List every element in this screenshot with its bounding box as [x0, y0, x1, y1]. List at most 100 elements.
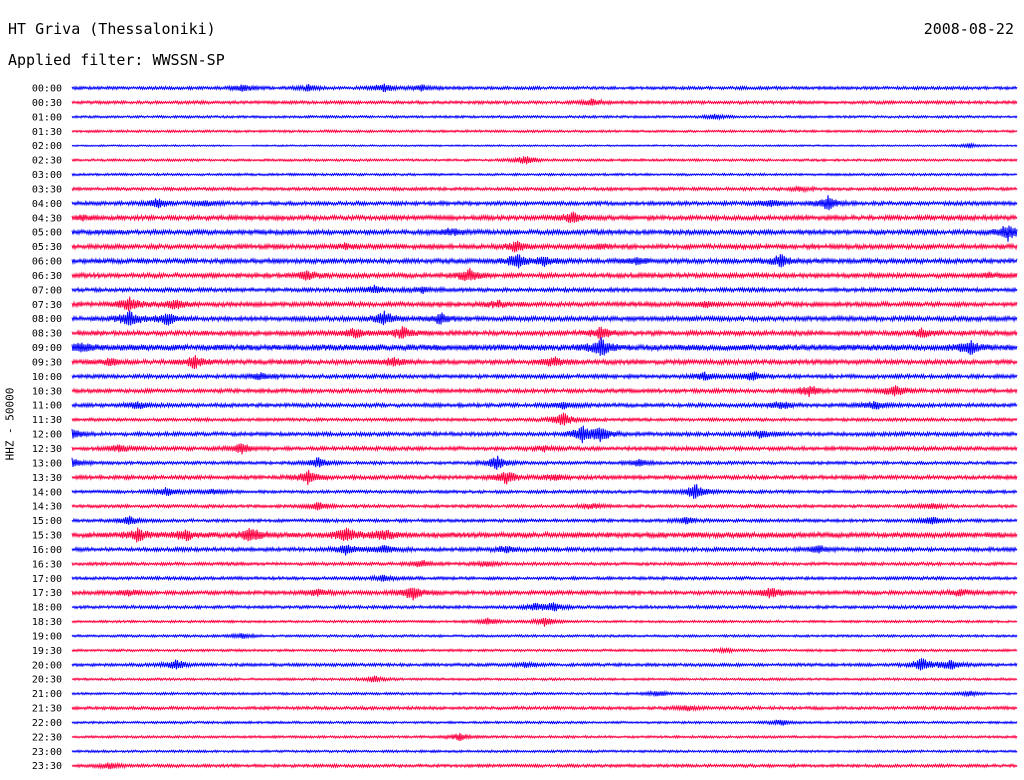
trace-2230 [71, 733, 1018, 741]
time-label-2230: 22:30 [32, 732, 62, 743]
trace-1930 [71, 646, 1018, 655]
time-label-1800: 18:00 [32, 603, 62, 614]
trace-1600 [71, 544, 1018, 556]
time-label-0130: 01:30 [32, 127, 62, 138]
time-label-0330: 03:30 [32, 184, 62, 195]
trace-1730 [71, 587, 1018, 601]
time-label-2200: 22:00 [32, 718, 62, 729]
trace-1500 [71, 515, 1018, 525]
trace-0930 [71, 355, 1018, 370]
time-label-0630: 06:30 [32, 271, 62, 282]
trace-0530 [71, 240, 1018, 253]
time-label-1530: 15:30 [32, 531, 62, 542]
time-label-1330: 13:30 [32, 473, 62, 484]
trace-2000 [71, 658, 1018, 671]
time-label-2300: 23:00 [32, 747, 62, 758]
time-label-0000: 00:00 [32, 84, 62, 95]
trace-1900 [71, 632, 1018, 640]
trace-0800 [71, 310, 1018, 326]
trace-2200 [71, 719, 1018, 727]
time-label-0830: 08:30 [32, 329, 62, 340]
time-label-0300: 03:00 [32, 170, 62, 181]
recording-date: 2008-08-22 [923, 20, 1014, 38]
time-label-1130: 11:30 [32, 415, 62, 426]
time-label-1730: 17:30 [32, 588, 62, 599]
time-label-0230: 02:30 [32, 156, 62, 167]
time-label-1830: 18:30 [32, 617, 62, 628]
time-label-0730: 07:30 [32, 300, 62, 311]
trace-0230 [71, 156, 1018, 165]
trace-group [71, 83, 1018, 770]
time-label-0530: 05:30 [32, 242, 62, 253]
time-label-0400: 04:00 [32, 199, 62, 210]
time-label-0800: 08:00 [32, 314, 62, 325]
trace-1830 [71, 617, 1018, 627]
time-label-2100: 21:00 [32, 689, 62, 700]
trace-0830 [71, 326, 1018, 340]
trace-0600 [71, 254, 1018, 269]
time-label-1300: 13:00 [32, 458, 62, 469]
trace-0430 [71, 211, 1018, 224]
filter-label: Applied filter: WWSSN-SP [8, 51, 225, 69]
time-label-1200: 12:00 [32, 430, 62, 441]
time-label-2000: 20:00 [32, 660, 62, 671]
trace-1000 [71, 371, 1018, 381]
time-tick-labels: 00:00 00:30 01:00 01:30 02:00 02:30 03:00 03:30… [32, 84, 62, 773]
time-label-1500: 15:00 [32, 516, 62, 527]
time-label-2030: 20:30 [32, 675, 62, 686]
trace-0130 [71, 128, 1018, 134]
time-label-0900: 09:00 [32, 343, 62, 354]
time-label-0700: 07:00 [32, 285, 62, 296]
trace-1100 [71, 401, 1018, 410]
trace-1200 [71, 425, 1018, 444]
trace-0100 [71, 113, 1018, 121]
trace-1700 [71, 574, 1018, 583]
time-label-1700: 17:00 [32, 574, 62, 585]
time-label-1100: 11:00 [32, 401, 62, 412]
trace-2330 [71, 761, 1018, 770]
time-label-2130: 21:30 [32, 704, 62, 715]
station-title: HT Griva (Thessaloniki) [8, 20, 216, 38]
time-label-1430: 14:30 [32, 502, 62, 513]
time-label-0100: 01:00 [32, 112, 62, 123]
trace-2100 [71, 689, 1018, 698]
trace-0900 [71, 337, 1018, 356]
trace-2300 [71, 748, 1018, 754]
time-label-2330: 23:30 [32, 761, 62, 772]
trace-0700 [71, 284, 1018, 294]
time-label-0200: 02:00 [32, 141, 62, 152]
trace-1300 [71, 455, 1018, 470]
trace-0730 [71, 296, 1018, 312]
time-label-1400: 14:00 [32, 487, 62, 498]
trace-1400 [71, 484, 1018, 499]
trace-1630 [71, 559, 1018, 568]
trace-2030 [71, 675, 1018, 683]
trace-0630 [71, 267, 1018, 281]
trace-1030 [71, 385, 1018, 398]
time-label-1030: 10:30 [32, 386, 62, 397]
trace-1430 [71, 502, 1018, 511]
time-label-0600: 06:00 [32, 257, 62, 268]
trace-1230 [71, 443, 1018, 455]
time-label-1930: 19:30 [32, 646, 62, 657]
time-label-1000: 10:00 [32, 372, 62, 383]
trace-0000 [71, 83, 1018, 93]
time-label-1600: 16:00 [32, 545, 62, 556]
time-label-1900: 19:00 [32, 631, 62, 642]
trace-1130 [71, 412, 1018, 426]
trace-0400 [71, 195, 1018, 211]
time-label-0030: 00:30 [32, 98, 62, 109]
trace-1800 [71, 602, 1018, 612]
time-label-1230: 12:30 [32, 444, 62, 455]
time-label-1630: 16:30 [32, 559, 62, 570]
trace-1530 [71, 527, 1018, 543]
trace-0030 [71, 98, 1018, 107]
trace-1330 [71, 469, 1018, 486]
trace-0300 [71, 172, 1018, 177]
trace-0330 [71, 184, 1018, 194]
trace-2130 [71, 704, 1018, 712]
trace-0200 [71, 141, 1018, 149]
time-label-0930: 09:30 [32, 357, 62, 368]
time-label-0430: 04:30 [32, 213, 62, 224]
